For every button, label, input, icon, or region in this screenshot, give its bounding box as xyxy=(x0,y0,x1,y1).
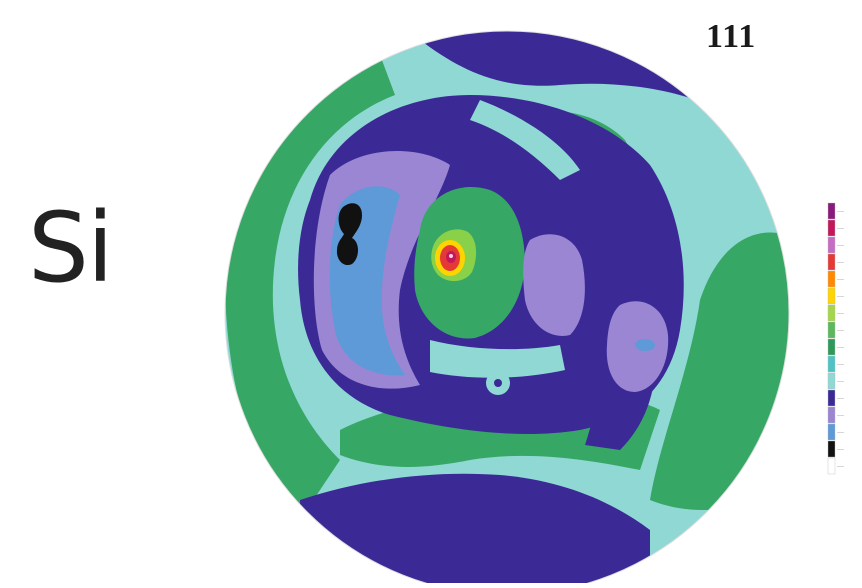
legend-swatch-1 xyxy=(827,202,836,220)
legend-swatch-5 xyxy=(827,270,836,288)
legend-swatch-10 xyxy=(827,355,836,373)
contour-inner-cyan-wedge xyxy=(430,340,565,378)
contour-left-green-band xyxy=(225,55,395,520)
legend-swatch-11 xyxy=(827,372,836,390)
legend-swatch-7 xyxy=(827,304,836,322)
color-scale-legend xyxy=(827,202,844,475)
element-label: Si xyxy=(28,192,114,304)
contour-mid-lavender-patch xyxy=(523,234,585,336)
contour-small-ring-dot xyxy=(494,379,502,387)
legend-swatch-16 xyxy=(827,457,836,475)
pole-figure-label: 111 xyxy=(706,18,757,55)
legend-swatch-8 xyxy=(827,321,836,339)
pole-figure-disc xyxy=(225,31,789,588)
legend-swatch-6 xyxy=(827,287,836,305)
legend-swatch-2 xyxy=(827,219,836,237)
contour-right-blue-spot xyxy=(635,339,655,351)
legend-swatch-9 xyxy=(827,338,836,356)
legend-swatch-13 xyxy=(827,406,836,424)
legend-swatch-3 xyxy=(827,236,836,254)
legend-swatch-4 xyxy=(827,253,836,271)
legend-swatch-12 xyxy=(827,389,836,407)
pole-figure-outline xyxy=(224,30,790,588)
legend-swatch-15 xyxy=(827,440,836,458)
contour-peak-center xyxy=(449,254,453,258)
contour-left-black-minimum xyxy=(336,203,362,266)
contour-inner-upper-cyan-wedge xyxy=(470,100,580,180)
legend-swatch-14 xyxy=(827,423,836,441)
